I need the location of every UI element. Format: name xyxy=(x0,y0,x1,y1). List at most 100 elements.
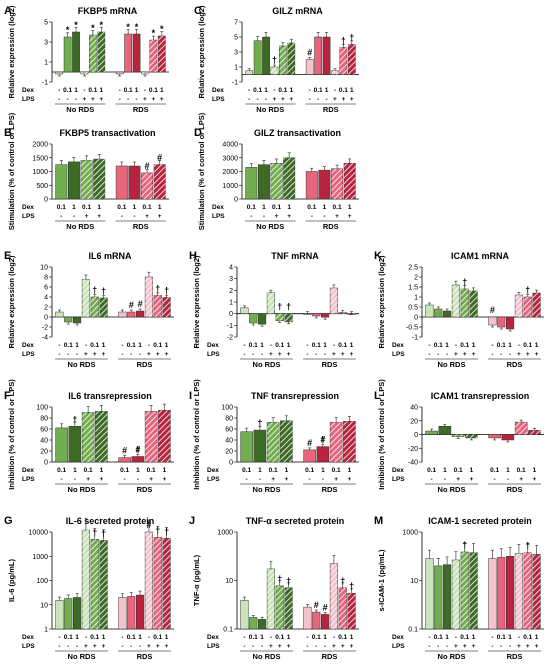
lps-row-label: LPS xyxy=(212,213,225,220)
bar xyxy=(73,597,82,630)
y-axis-label: IL-6 (pg/mL) xyxy=(7,559,16,602)
dex-row-label: Dex xyxy=(392,342,404,349)
lps-row-label: LPS xyxy=(22,96,35,103)
lps-value: - xyxy=(315,643,317,650)
dex-row-label: Dex xyxy=(22,204,34,211)
y-tick-label: 100 xyxy=(36,578,48,585)
y-axis-label: s-ICAM-1 (pg/mL) xyxy=(377,549,386,612)
dex-value: 0.1 xyxy=(338,634,347,641)
lps-value: + xyxy=(102,643,106,650)
dex-value: 1 xyxy=(262,204,266,211)
dex-value: 0.1 xyxy=(434,634,443,641)
bar xyxy=(497,557,506,630)
bar-hatch xyxy=(149,40,157,72)
lps-value: + xyxy=(334,476,338,483)
dex-value: - xyxy=(248,87,250,94)
bar-hatch xyxy=(267,568,275,629)
dex-value: - xyxy=(455,342,457,349)
group-label: No RDS xyxy=(68,485,96,494)
significance-mark: * xyxy=(160,24,164,34)
dex-value: 0.1 xyxy=(90,634,99,641)
lps-value: - xyxy=(494,476,496,483)
lps-value: - xyxy=(76,643,78,650)
significance-mark: † xyxy=(101,286,106,296)
dex-value: 1 xyxy=(165,342,169,349)
bar-hatch xyxy=(82,530,90,629)
dex-value: - xyxy=(58,342,60,349)
lps-value: + xyxy=(160,96,164,103)
dex-value: 1 xyxy=(74,87,78,94)
y-tick-label: 8 xyxy=(44,275,48,282)
dex-value: 1 xyxy=(138,342,142,349)
bar-hatch xyxy=(532,554,541,629)
lps-value: - xyxy=(444,476,446,483)
dex-row-label: Dex xyxy=(212,204,224,211)
y-tick-label: 2000 xyxy=(222,169,238,176)
dex-value: 0.1 xyxy=(127,634,136,641)
bar-hatch xyxy=(162,538,171,629)
lps-value: - xyxy=(491,351,493,358)
dex-value: 0.1 xyxy=(460,634,469,641)
y-tick-label: 1000 xyxy=(32,169,48,176)
lps-value: + xyxy=(156,643,160,650)
y-tick-label: -1 xyxy=(232,80,238,87)
significance-mark: † xyxy=(277,574,282,584)
bar xyxy=(314,36,322,75)
dex-value: 1 xyxy=(97,204,101,211)
lps-value: + xyxy=(156,351,160,358)
dex-value: 1 xyxy=(533,467,537,474)
dex-value: - xyxy=(270,342,272,349)
lps-value: + xyxy=(273,96,277,103)
bar-hatch xyxy=(153,295,162,317)
dex-value: 1 xyxy=(445,634,449,641)
lps-value: + xyxy=(333,96,337,103)
lps-value: - xyxy=(67,96,69,103)
bar-hatch xyxy=(523,297,532,317)
bar xyxy=(240,431,253,463)
significance-mark: * xyxy=(152,28,156,38)
y-tick-label: 6 xyxy=(44,285,48,292)
y-tick-label: 80 xyxy=(40,416,48,423)
bar xyxy=(488,434,501,439)
bar xyxy=(303,313,312,315)
group-label: No RDS xyxy=(66,105,94,114)
panel-G: G IL-6 secreted protein IL-6 (pg/mL) 1 10 100… xyxy=(4,515,174,661)
lps-value: + xyxy=(341,351,345,358)
bar-hatch xyxy=(330,288,338,314)
y-tick-label: 1000 xyxy=(222,183,238,190)
lps-value: + xyxy=(99,96,103,103)
bar xyxy=(262,36,270,75)
bar xyxy=(488,316,497,326)
significance-mark: † xyxy=(272,55,277,65)
dex-value: - xyxy=(119,87,121,94)
lps-value: - xyxy=(431,476,433,483)
dex-value: 1 xyxy=(350,87,354,94)
dex-value: 1 xyxy=(350,634,354,641)
dex-value: 0.1 xyxy=(460,342,469,349)
y-tick-label: -1 xyxy=(42,80,48,87)
lps-row-label: LPS xyxy=(207,351,220,358)
lps-value: + xyxy=(535,351,539,358)
significance-mark: † xyxy=(349,581,354,591)
dex-value: - xyxy=(334,87,336,94)
dex-value: 1 xyxy=(506,467,510,474)
bar-hatch xyxy=(515,553,523,629)
y-tick-label: 1000 xyxy=(402,530,418,537)
bar-hatch xyxy=(284,587,293,629)
significance-mark: † xyxy=(155,525,160,535)
group-label: No RDS xyxy=(256,222,284,231)
dex-value: - xyxy=(428,342,430,349)
bar xyxy=(258,313,267,325)
bar xyxy=(312,313,321,317)
dex-value: 0.1 xyxy=(333,204,342,211)
significance-mark: # xyxy=(157,153,162,163)
bar xyxy=(434,565,443,630)
significance-mark: * xyxy=(100,20,104,30)
dex-value: 0.1 xyxy=(64,342,73,349)
dex-value: 0.1 xyxy=(454,467,463,474)
lps-value: + xyxy=(143,96,147,103)
lps-value: + xyxy=(99,476,103,483)
dex-value: 0.1 xyxy=(57,204,66,211)
lps-value: + xyxy=(472,643,476,650)
lps-value: + xyxy=(269,351,273,358)
